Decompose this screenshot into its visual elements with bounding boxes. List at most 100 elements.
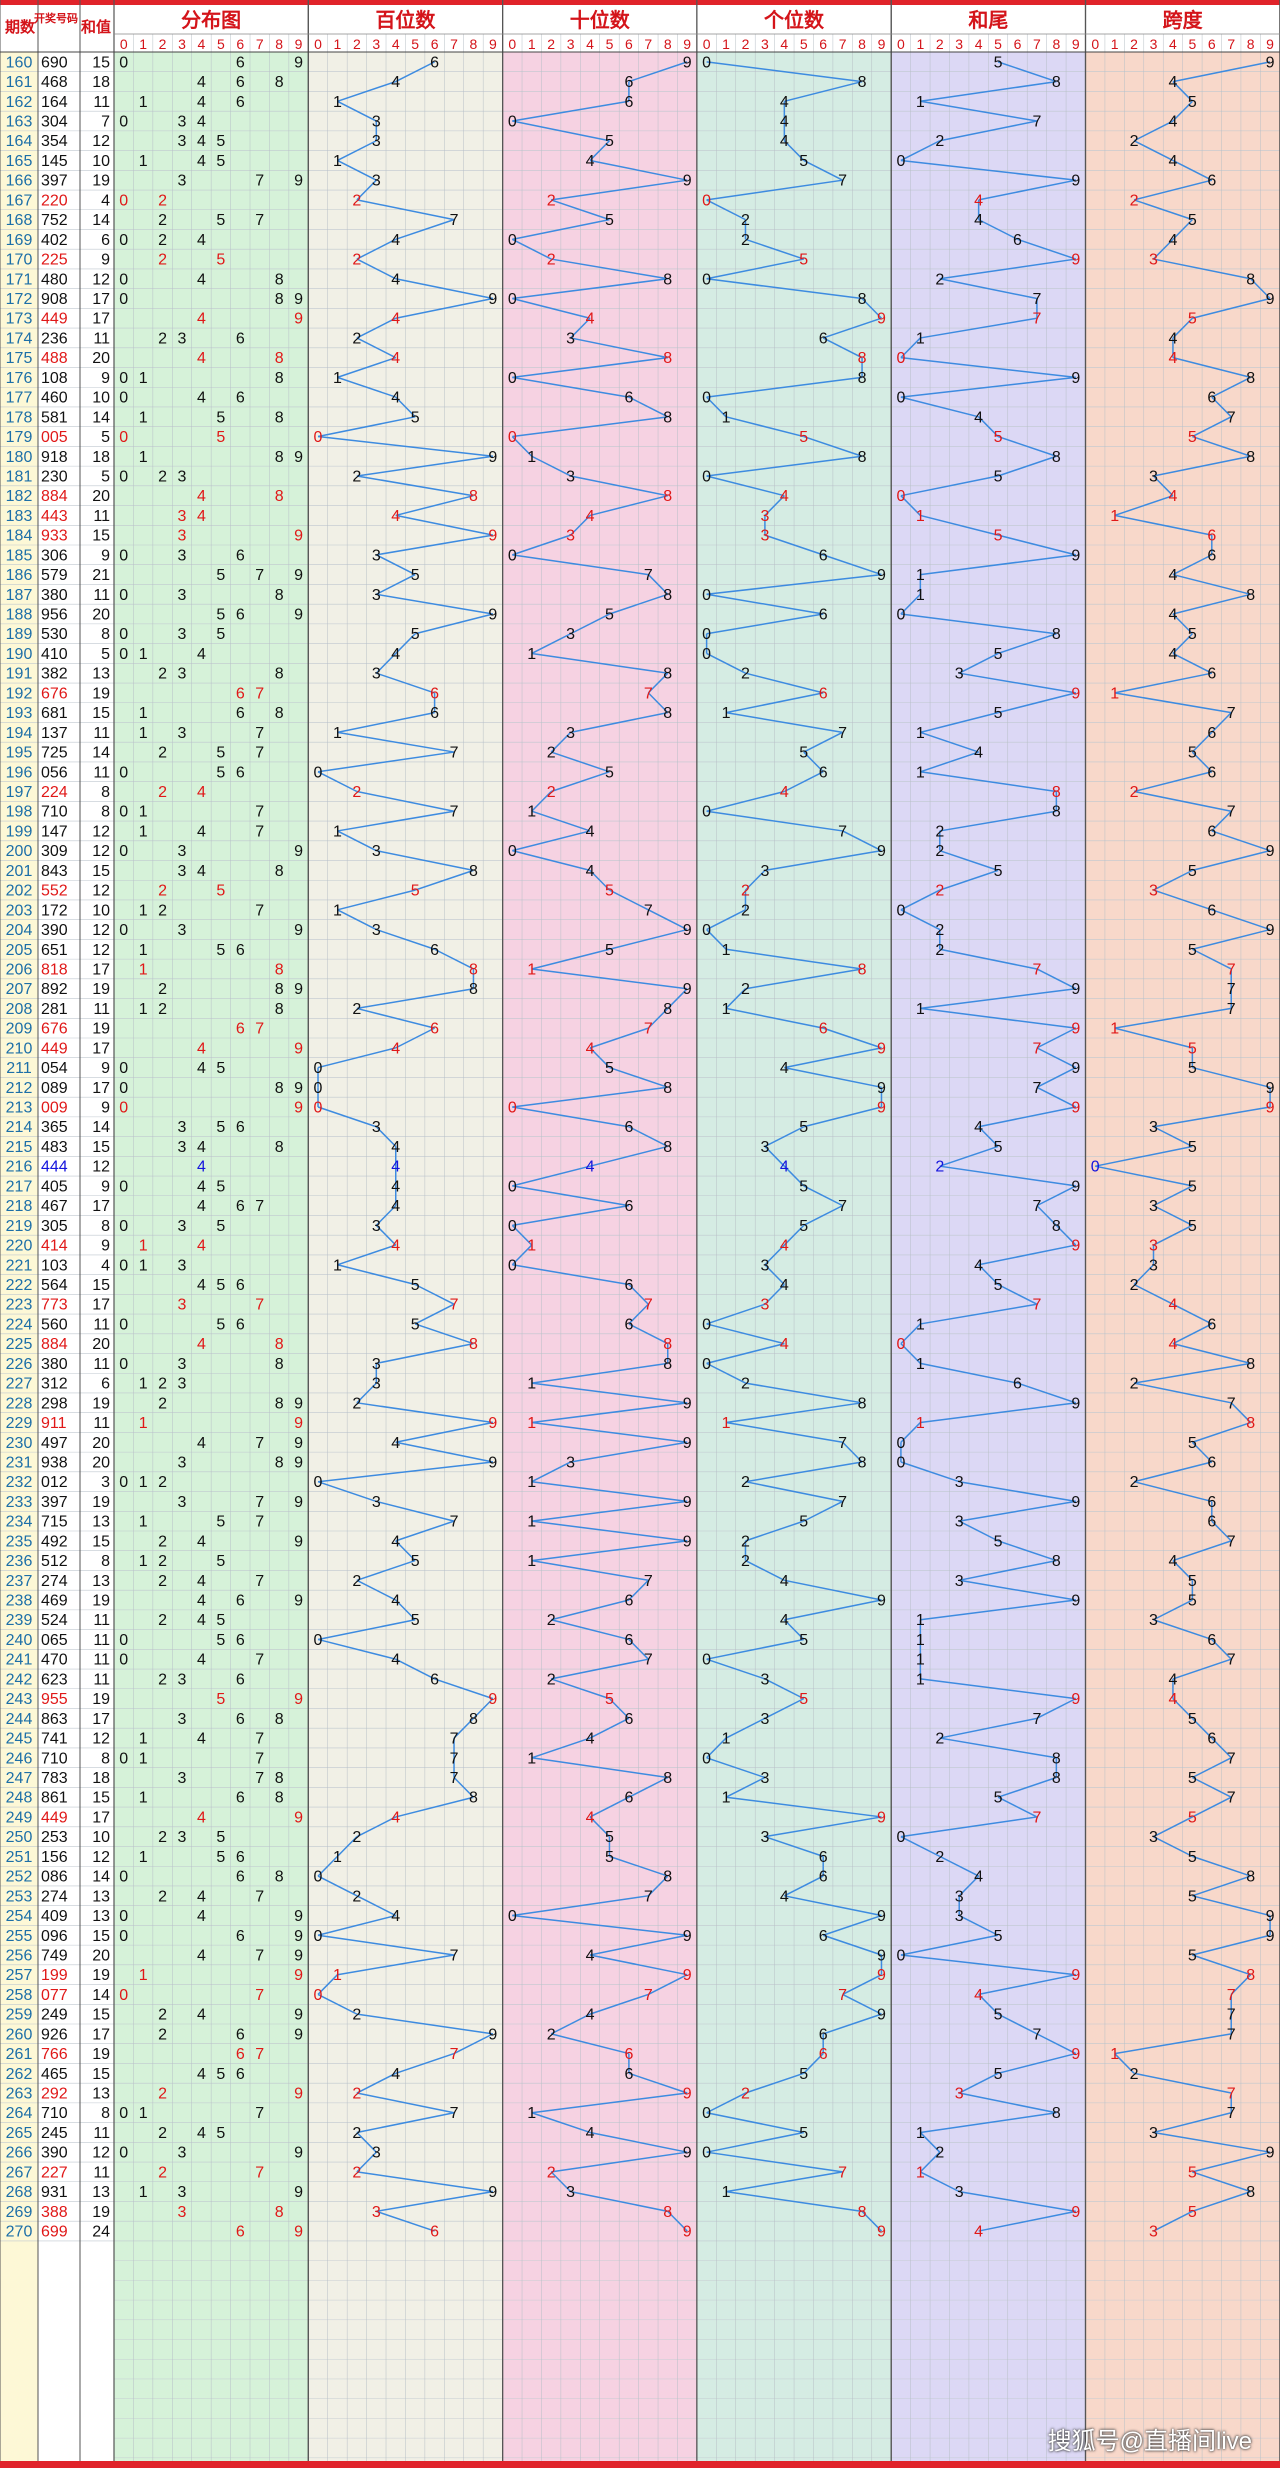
tens-trend-segment	[628, 1323, 669, 1345]
tens-value: 6	[624, 1790, 633, 1807]
sum-tail-value: 9	[1071, 1967, 1080, 1984]
hundreds-value: 4	[391, 1593, 400, 1610]
units-trend-segment	[706, 909, 746, 931]
draw-number-cell: 397	[41, 1494, 68, 1511]
sum-cell: 20	[92, 488, 110, 505]
distribution-digit: 4	[197, 1908, 206, 1925]
units-value: 5	[799, 745, 808, 762]
draw-number-cell: 892	[41, 981, 68, 998]
units-digit-header-4: 4	[780, 36, 788, 52]
tens-trend-segment	[550, 1678, 610, 1700]
distribution-digit: 5	[216, 1277, 225, 1294]
hundreds-trend-segment	[395, 1658, 435, 1680]
tens-value: 0	[508, 232, 517, 249]
tens-value: 8	[663, 705, 672, 722]
hundreds-trend-segment	[337, 1264, 416, 1286]
hundreds-value: 3	[372, 114, 381, 131]
sum-tail-trend-segment	[900, 356, 1076, 379]
distribution-digit: 1	[139, 370, 148, 387]
sum-cell: 17	[92, 291, 110, 308]
tens-trend-segment	[531, 633, 571, 655]
tens-value: 2	[547, 745, 556, 762]
distribution-digit: 3	[178, 133, 187, 150]
tens-value: 3	[566, 725, 575, 742]
span-value: 5	[1188, 311, 1197, 328]
units-trend-segment	[706, 613, 824, 635]
draw-number-cell: 480	[41, 271, 68, 288]
distribution-digit: 7	[255, 1770, 264, 1787]
tens-trend-segment	[608, 1698, 630, 1719]
span-value: 7	[1227, 1987, 1236, 2004]
hundreds-value: 1	[333, 823, 342, 840]
units-value: 4	[780, 133, 789, 150]
units-digit-header-5: 5	[800, 36, 808, 52]
hundreds-trend-segment	[434, 1678, 494, 1700]
distribution-digit: 9	[294, 1908, 303, 1925]
units-trend-segment	[725, 692, 824, 714]
hundreds-trend-segment	[337, 159, 377, 181]
sum-tail-value: 4	[974, 2224, 983, 2241]
distribution-digit: 5	[216, 1514, 225, 1531]
units-trend-segment	[822, 1027, 882, 1049]
hundreds-value: 9	[488, 2026, 497, 2043]
units-value: 3	[760, 1770, 769, 1787]
hundreds-trend-segment	[453, 1776, 474, 1798]
units-value: 2	[741, 1553, 750, 1570]
tens-trend-segment	[589, 159, 688, 181]
span-trend-segment	[1191, 751, 1213, 773]
period-cell: 243	[6, 1691, 33, 1708]
tens-trend-segment	[512, 416, 668, 438]
units-trend-segment	[706, 652, 746, 674]
sum-tail-value: 1	[916, 330, 925, 347]
distribution-digit: 7	[255, 212, 264, 229]
sum-tail-trend-segment	[1036, 1697, 1077, 1720]
distribution-digit: 2	[158, 883, 167, 900]
sum-cell: 8	[101, 1553, 110, 1570]
sum-tail-digit-header-3: 3	[955, 36, 963, 52]
distribution-digit: 0	[119, 291, 128, 308]
sum-tail-value: 8	[1052, 1770, 1061, 1787]
tens-trend-segment	[550, 199, 610, 221]
sum-cell: 17	[92, 961, 110, 978]
tens-trend-segment	[628, 1638, 649, 1660]
sum-cell: 12	[92, 133, 110, 150]
draw-number-cell: 752	[41, 212, 68, 229]
sum-tail-value: 3	[955, 1908, 964, 1925]
period-cell: 183	[6, 508, 33, 525]
tens-trend-segment	[531, 1402, 688, 1424]
span-value: 2	[1130, 1277, 1139, 1294]
draw-number-header-text: 开奖号码	[34, 11, 78, 25]
distribution-digit: 1	[139, 804, 148, 821]
period-cell: 213	[6, 1100, 33, 1117]
units-value: 6	[819, 1928, 828, 1945]
tens-trend-segment	[531, 790, 552, 812]
tens-value: 7	[644, 1573, 653, 1590]
hundreds-digit-header-7: 7	[450, 36, 458, 52]
draw-number-cell: 918	[41, 449, 68, 466]
units-trend-segment	[783, 1875, 824, 1897]
distribution-digit: 3	[178, 1119, 187, 1136]
units-trend-segment	[861, 297, 883, 319]
hundreds-trend-segment	[356, 1579, 397, 1601]
draw-number-cell: 086	[41, 1869, 68, 1886]
sum-cell: 17	[92, 1711, 110, 1728]
sum-tail-trend-segment	[959, 1579, 1076, 1601]
sum-tail-trend-segment	[978, 1973, 1076, 1996]
units-value: 9	[877, 1967, 886, 1984]
distribution-digit: 8	[275, 1711, 284, 1728]
distribution-digit: 0	[119, 843, 128, 860]
span-value: 5	[1188, 1573, 1197, 1590]
sum-tail-trend-segment	[958, 652, 999, 674]
period-cell: 187	[6, 587, 33, 604]
distribution-digit: 7	[255, 1297, 264, 1314]
span-value: 7	[1227, 409, 1236, 426]
sum-tail-value: 2	[935, 922, 944, 939]
sum-tail-value: 1	[916, 508, 925, 525]
sum-cell: 8	[101, 1218, 110, 1235]
draw-number-cell: 224	[41, 784, 68, 801]
tens-value: 7	[644, 1297, 653, 1314]
distribution-digit: 5	[216, 883, 225, 900]
sum-tail-trend-segment	[959, 1480, 1076, 1503]
tens-value: 1	[527, 1415, 536, 1432]
